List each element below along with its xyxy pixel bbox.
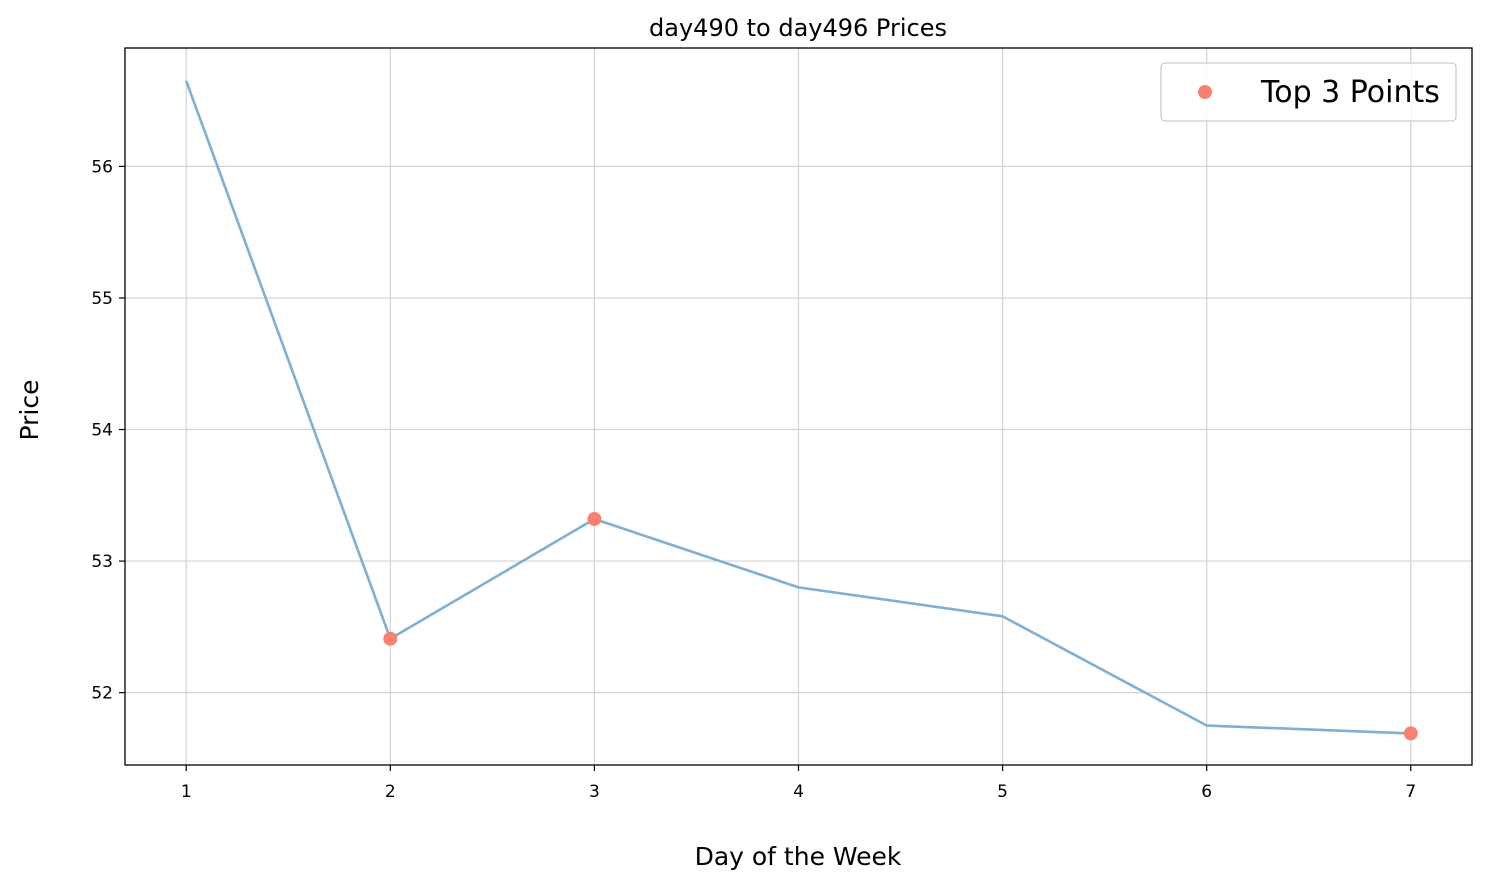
y-tick-label: 53	[91, 552, 113, 572]
top-point-marker	[587, 511, 602, 526]
legend-marker	[1198, 85, 1212, 99]
top-point-marker	[383, 631, 398, 646]
top-points	[383, 511, 1418, 741]
x-tick-label: 6	[1201, 782, 1212, 802]
x-tick-label: 4	[793, 782, 804, 802]
y-tick-label: 55	[91, 289, 113, 309]
y-tick-label: 54	[91, 421, 113, 441]
x-tick-label: 1	[181, 782, 192, 802]
x-axis-ticks: 1 2 3 4 5 6 7	[181, 765, 1416, 802]
y-axis-ticks: 52 53 54 55 56	[91, 157, 125, 704]
y-tick-label: 52	[91, 684, 113, 704]
x-tick-label: 7	[1405, 782, 1416, 802]
x-tick-label: 2	[385, 782, 396, 802]
legend: Top 3 Points	[1160, 62, 1457, 122]
x-tick-label: 5	[997, 782, 1008, 802]
legend-box	[1160, 62, 1457, 122]
chart-title: day490 to day496 Prices	[649, 14, 947, 42]
y-tick-label: 56	[91, 157, 113, 177]
top-point-marker	[1403, 726, 1418, 741]
grid-lines	[125, 48, 1472, 765]
legend-label: Top 3 Points	[1260, 75, 1440, 110]
x-tick-label: 3	[589, 782, 600, 802]
x-axis-title: Day of the Week	[695, 842, 902, 871]
y-axis-title: Price	[15, 380, 44, 441]
